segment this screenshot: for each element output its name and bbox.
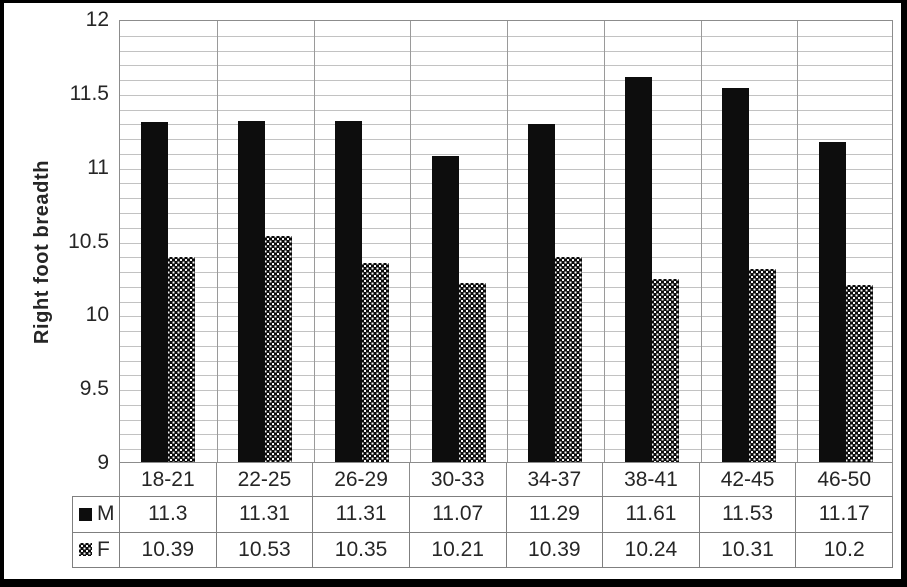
bar-f-46-50 [845,284,873,462]
table-value-cell: 10.31 [700,532,797,567]
y-axis-tick-label: 10.5 [68,229,109,253]
y-axis-tick-label: 9.5 [79,377,109,401]
gridline-horizontal [120,227,892,229]
bar-f-34-37 [555,256,583,462]
table-value-cell: 10.21 [410,532,507,567]
bar-m-26-29 [334,120,362,462]
gridline-vertical [507,21,508,462]
legend-cell-m: M [73,497,120,532]
legend-series-name: F [97,537,110,561]
bar-m-34-37 [528,123,556,462]
gridline-horizontal [120,198,892,200]
gridline-horizontal [120,242,892,244]
gridline-vertical [410,21,412,462]
table-value-cell: 11.29 [507,497,604,532]
x-axis-category-label: 26-29 [313,463,410,496]
gridline-vertical [603,21,605,462]
gridline-horizontal [120,212,892,214]
gridline-vertical [313,21,315,462]
plot-area [119,20,893,463]
x-axis-labels: 18-21 22-25 26-29 30-33 34-37 38-41 42-45 46-50 [119,463,893,496]
bar-f-30-33 [458,283,486,462]
table-value-cell: 10.2 [823,537,865,561]
legend-cell-f: F [73,532,120,567]
bar-m-30-33 [431,156,459,462]
bar-f-18-21 [168,256,196,462]
gridline-horizontal [120,360,892,362]
bar-m-42-45 [721,88,749,462]
gridline-horizontal [120,316,892,318]
table-value-cell: 10.35 [313,532,410,567]
gridline-horizontal [120,331,892,333]
gridline-horizontal [120,183,892,185]
gridline-horizontal [120,65,892,67]
table-value-cell: 11.31 [313,497,410,532]
gridline-horizontal [120,257,892,259]
legend-swatch-f-icon [79,543,92,557]
y-axis-tick-label: 11 [87,155,109,179]
y-axis-tick-label: 9 [97,451,109,474]
gridline-horizontal [120,139,892,141]
gridline-horizontal [120,168,892,170]
gridline-horizontal [120,124,892,126]
gridline-horizontal [120,375,892,377]
bar-m-18-21 [141,122,169,462]
table-value-cell: 10.24 [603,532,700,567]
x-axis-category-label: 22-25 [217,463,314,496]
bar-f-38-41 [652,278,680,462]
gridline-horizontal [120,345,892,347]
x-axis-category-label: 18-21 [120,463,217,496]
x-axis-category-label: 30-33 [410,463,507,496]
gridline-vertical [216,21,218,462]
gridline-horizontal [120,419,892,421]
table-row-f: F 10.39 10.53 10.35 10.21 10.39 10.24 10.31 10.2 [73,532,892,567]
x-axis-category-label: 42-45 [700,463,797,496]
bar-m-22-25 [238,120,266,462]
gridline-horizontal [120,449,892,451]
table-value-cell: 11.61 [603,497,700,532]
x-axis-category-label: 38-41 [603,463,700,496]
table-value-cell: 10.39 [507,532,604,567]
gridline-horizontal [120,153,892,155]
y-axis-tick-label: 11.5 [69,81,109,105]
bar-f-42-45 [748,268,776,462]
data-table: M 11.3 11.31 11.31 11.07 11.29 11.61 11.53 11.17… [72,496,893,568]
gridline-horizontal [120,301,892,303]
gridline-horizontal [120,404,892,406]
table-value-cell: 11.07 [410,497,507,532]
gridline-horizontal [120,272,892,274]
bar-f-26-29 [361,262,389,462]
gridline-horizontal [120,35,892,37]
gridline-horizontal [120,286,892,288]
table-value-cell: 11.31 [217,497,314,532]
gridline-horizontal [120,434,892,436]
bar-f-22-25 [265,236,293,462]
table-value-cell: 10.39 [120,532,217,567]
table-row-m: M 11.3 11.31 11.31 11.07 11.29 11.61 11.53 11.17 [73,497,892,533]
gridline-vertical [797,21,799,462]
gridline-horizontal [120,94,892,96]
legend-series-name: M [97,502,115,526]
table-value-cell: 10.53 [217,532,314,567]
x-axis-category-label: 46-50 [817,467,872,491]
x-axis-category-label: 34-37 [507,463,604,496]
gridline-horizontal [120,390,892,392]
gridline-horizontal [120,109,892,111]
table-value-cell: 11.17 [818,502,870,526]
table-value-cell: 11.53 [700,497,797,532]
y-axis-tick-label: 12 [85,8,109,31]
gridline-horizontal [120,80,892,82]
table-value-cell: 11.3 [120,497,217,532]
y-axis-tick-label: 10 [85,303,109,327]
gridline-horizontal [120,50,892,52]
bar-m-38-41 [625,76,653,462]
gridline-vertical [700,21,702,462]
bar-m-46-50 [818,141,846,462]
legend-swatch-m-icon [79,507,92,521]
